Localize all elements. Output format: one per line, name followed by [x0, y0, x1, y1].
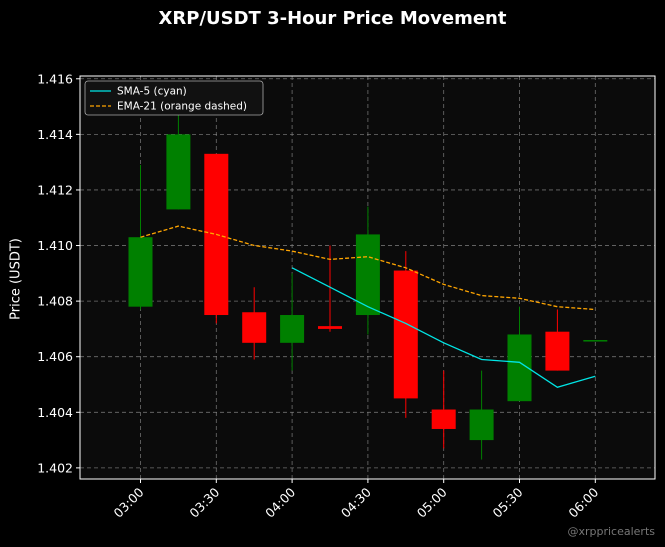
candle-bodies	[128, 134, 608, 441]
x-tick-label: 05:30	[490, 484, 526, 520]
candle-body	[393, 270, 418, 399]
chart-title: XRP/USDT 3-Hour Price Movement	[158, 8, 507, 29]
y-tick-label: 1.408	[37, 294, 73, 309]
axes-frame	[79, 75, 656, 480]
y-tick-label: 1.410	[37, 238, 73, 253]
y-tick-label: 1.412	[37, 182, 73, 197]
x-tick-label: 03:30	[186, 484, 222, 520]
x-tick-label: 04:00	[262, 484, 298, 520]
candle-body	[545, 331, 570, 371]
y-tick-label: 1.402	[37, 460, 73, 475]
y-tick-label: 1.406	[37, 349, 73, 364]
x-tick-label: 05:00	[414, 484, 450, 520]
y-tick-label: 1.416	[37, 71, 73, 86]
candle-body	[583, 340, 608, 342]
legend: SMA-5 (cyan) EMA-21 (orange dashed)	[84, 80, 264, 116]
candle-body	[469, 409, 494, 441]
watermark: @xrppricealerts	[567, 525, 655, 538]
legend-box	[84, 80, 264, 116]
candle-body	[128, 237, 153, 307]
x-tick-label: 04:30	[338, 484, 374, 520]
indicator-lines	[140, 225, 596, 389]
candle-body	[355, 234, 380, 316]
candle-body	[280, 315, 305, 343]
candle-body	[431, 409, 456, 429]
candle-body	[166, 134, 191, 210]
sma-line	[291, 267, 596, 389]
y-tick-label: 1.404	[37, 405, 73, 420]
x-tick-label: 03:00	[111, 484, 147, 520]
x-tick-label: 06:00	[565, 484, 601, 520]
legend-label: SMA-5 (cyan)	[117, 86, 187, 98]
y-tick-label: 1.414	[37, 127, 73, 142]
legend-label: EMA-21 (orange dashed)	[117, 101, 247, 113]
candle-body	[318, 326, 342, 329]
candle-body	[242, 312, 267, 343]
ema-line	[140, 225, 596, 311]
